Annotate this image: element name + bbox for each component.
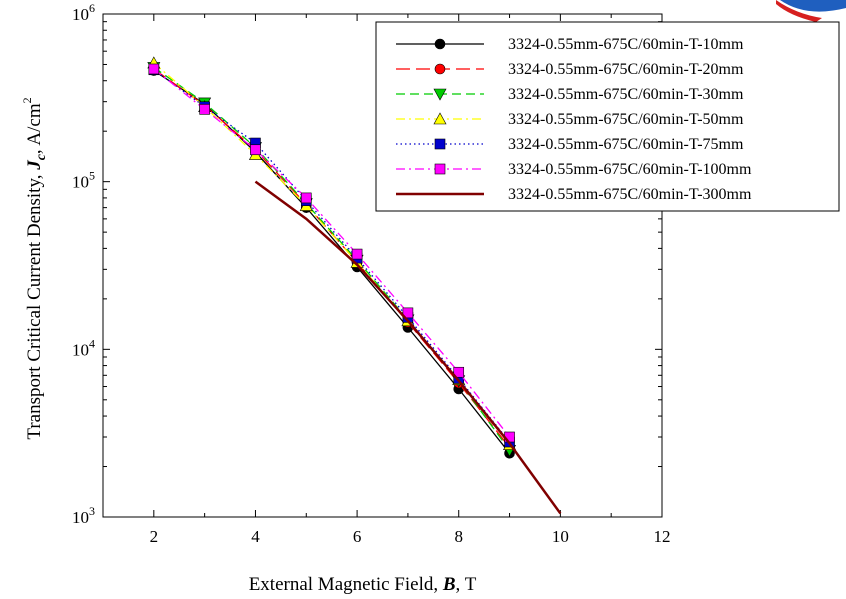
y-tick-label: 103 xyxy=(72,504,95,527)
series-line-4 xyxy=(153,69,511,443)
y-tick-label: 106 xyxy=(72,1,95,24)
plot-frame xyxy=(102,13,663,518)
legend-label-5: 3324-0.55mm-675C/60min-T-100mm xyxy=(508,161,752,178)
corner-logo-fragment xyxy=(776,0,846,26)
x-tick-label: 2 xyxy=(150,527,159,546)
series-layer xyxy=(147,56,562,515)
series-line-5 xyxy=(153,68,511,438)
legend-marker-0 xyxy=(434,38,446,50)
y-tick-label: 104 xyxy=(72,336,95,359)
legend-label-3: 3324-0.55mm-675C/60min-T-50mm xyxy=(508,111,744,128)
series-line-6 xyxy=(254,180,562,515)
data-point xyxy=(199,104,210,115)
legend-marker-1 xyxy=(434,63,446,75)
legend-marker-3 xyxy=(433,112,447,125)
x-tick-label: 6 xyxy=(353,527,362,546)
series-5 xyxy=(148,63,515,443)
x-tick-label: 8 xyxy=(454,527,463,546)
legend-marker-5 xyxy=(434,163,446,175)
legend-marker-2 xyxy=(433,88,447,101)
data-point xyxy=(300,192,312,204)
series-line-3 xyxy=(153,62,511,446)
legend-label-4: 3324-0.55mm-675C/60min-T-75mm xyxy=(508,136,744,153)
x-axis-title: External Magnetic Field, B, T xyxy=(249,574,477,595)
legend-label-2: 3324-0.55mm-675C/60min-T-30mm xyxy=(508,86,744,103)
x-tick-label: 12 xyxy=(654,527,671,546)
legend-label-1: 3324-0.55mm-675C/60min-T-20mm xyxy=(508,61,744,78)
legend-label-0: 3324-0.55mm-675C/60min-T-10mm xyxy=(508,36,744,53)
legend-box xyxy=(375,21,840,212)
data-point xyxy=(453,366,465,378)
series-6 xyxy=(254,180,562,515)
x-tick-label: 4 xyxy=(251,527,260,546)
y-axis-title: Transport Critical Current Density, Jc, … xyxy=(20,97,49,439)
data-point xyxy=(351,248,363,260)
data-point xyxy=(250,144,261,156)
y-tick-label: 105 xyxy=(72,169,95,192)
axis-labels: External Magnetic Field, B, T Transport C… xyxy=(20,97,477,595)
legend-marker-4 xyxy=(434,138,446,150)
plot-area: 2 4 6 8 10 12 103 104 105 106 xyxy=(72,1,671,546)
data-point xyxy=(148,63,160,75)
legend: 3324-0.55mm-675C/60min-T-10mm 3324-0.55mm… xyxy=(375,21,840,212)
data-point xyxy=(402,307,414,319)
legend-label-6: 3324-0.55mm-675C/60min-T-300mm xyxy=(508,186,752,203)
x-tick-label: 10 xyxy=(552,527,569,546)
